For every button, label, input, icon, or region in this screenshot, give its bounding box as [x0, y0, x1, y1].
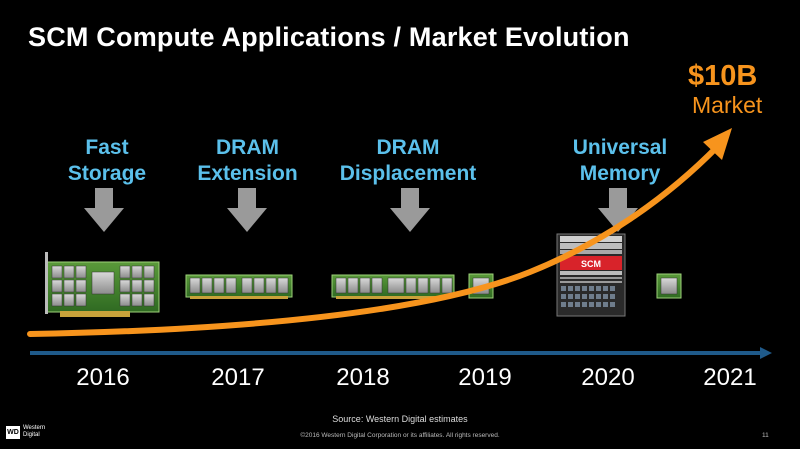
down-arrow-icon	[390, 188, 430, 232]
phase-line-1: DRAM	[216, 136, 279, 159]
pcie-card-icon	[45, 252, 160, 317]
phase-line-1: DRAM	[376, 136, 440, 159]
phase-fast-storage: Fast Storage	[52, 135, 162, 187]
year-label: 2021	[703, 364, 757, 391]
year-label: 2018	[336, 364, 390, 391]
logo-mark: WD	[6, 425, 20, 439]
company-logo: WD Western Digital	[6, 425, 45, 439]
growth-curve-arrow-icon	[27, 128, 732, 337]
phase-line-1: Fast	[85, 136, 129, 159]
phase-line-2: Storage	[67, 162, 147, 185]
memory-chip-icon	[656, 273, 682, 299]
phase-dram-displacement: DRAM Displacement	[328, 135, 488, 187]
page-number: 11	[762, 432, 769, 439]
phase-line-2: Extension	[197, 162, 298, 185]
dimm-module-icon	[185, 274, 293, 299]
year-label: 2020	[581, 364, 635, 391]
timeline-arrow-icon	[30, 347, 772, 359]
year-label: 2017	[211, 364, 265, 391]
year-label: 2019	[458, 364, 512, 391]
logo-line-1: Western	[23, 425, 46, 431]
source-note: Source: Western Digital estimates	[332, 414, 468, 424]
down-arrow-icon	[598, 188, 638, 232]
phase-line-2: Displacement	[339, 162, 477, 185]
dimm-module-icon	[331, 274, 455, 299]
logo-line-2: Digital	[23, 432, 40, 438]
market-value: $10B	[688, 60, 758, 92]
market-label: Market	[692, 92, 763, 118]
copyright-notice: ©2016 Western Digital Corporation or its…	[300, 432, 500, 439]
server-scm-label: SCM	[581, 259, 601, 269]
logo-text: Western Digital	[23, 425, 45, 439]
down-arrow-icon	[84, 188, 124, 232]
down-arrow-icon	[227, 188, 267, 232]
phase-line-1: Universal	[572, 136, 668, 159]
slide-title: SCM Compute Applications / Market Evolut…	[28, 22, 630, 52]
phase-dram-extension: DRAM Extension	[185, 135, 310, 187]
year-label: 2016	[76, 364, 130, 391]
phase-line-2: Memory	[579, 162, 661, 185]
phase-universal-memory: Universal Memory	[555, 135, 685, 187]
